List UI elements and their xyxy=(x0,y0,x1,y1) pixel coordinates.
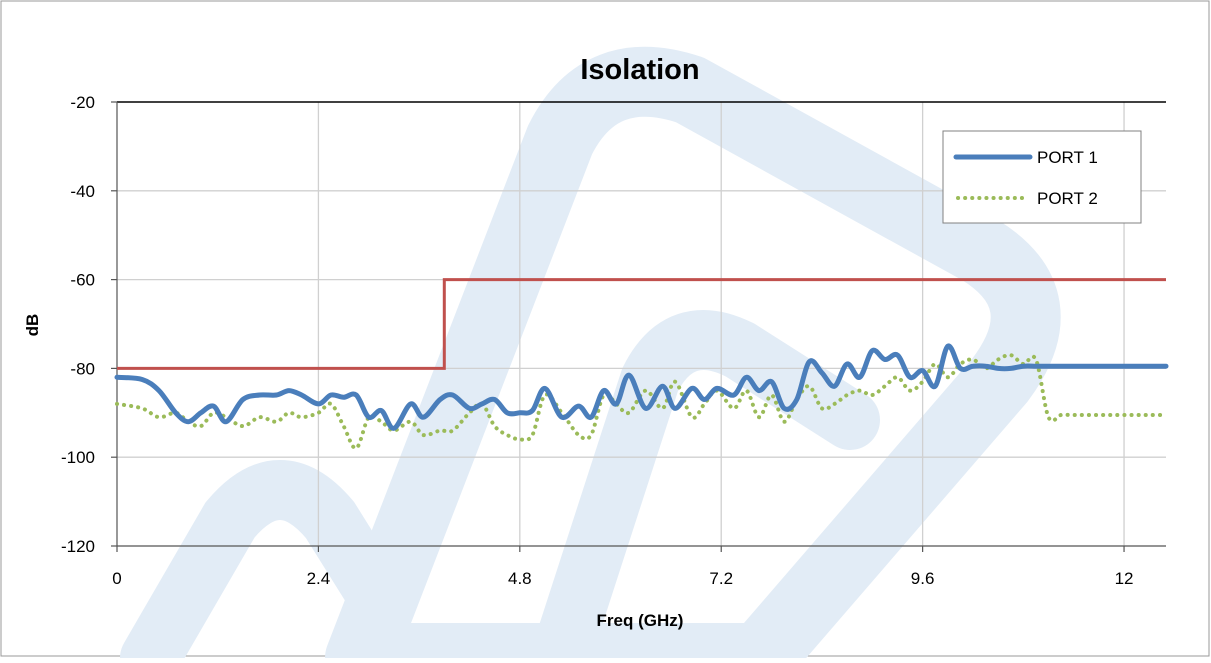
watermark-shape-outer xyxy=(325,46,1061,663)
x-tick-label: 2.4 xyxy=(307,569,331,588)
y-tick-label: -100 xyxy=(61,448,95,467)
series-lines xyxy=(114,278,1169,451)
watermark-shape-left xyxy=(120,460,410,663)
x-tick-label: 7.2 xyxy=(709,569,733,588)
legend-label-port2: PORT 2 xyxy=(1037,189,1098,208)
y-tick-label: -20 xyxy=(70,93,95,112)
x-tick-label: 9.6 xyxy=(911,569,935,588)
x-tick-label: 12 xyxy=(1115,569,1134,588)
tick-labels: -20 -40 -60 -80 -100 -120 0 2.4 4.8 7.2 9.6 12 xyxy=(61,93,1134,588)
watermark-logo xyxy=(120,46,1061,663)
legend-label-port1: PORT 1 xyxy=(1037,148,1098,167)
chart-title: Isolation xyxy=(580,54,699,86)
x-tick-label: 4.8 xyxy=(508,569,532,588)
x-tick-label: 0 xyxy=(112,569,121,588)
watermark-shape-inner xyxy=(530,310,880,663)
axes xyxy=(111,101,1166,552)
x-axis-title: Freq (GHz) xyxy=(597,611,684,630)
y-axis-title: dB xyxy=(23,314,42,337)
y-tick-label: -60 xyxy=(70,271,95,290)
y-tick-label: -80 xyxy=(70,359,95,378)
y-tick-label: -40 xyxy=(70,182,95,201)
legend-box xyxy=(942,130,1142,224)
limit-line xyxy=(117,278,1166,370)
legend: PORT 1 PORT 2 xyxy=(942,130,1142,224)
series-line-port1 xyxy=(114,343,1169,431)
y-tick-label: -120 xyxy=(61,537,95,556)
